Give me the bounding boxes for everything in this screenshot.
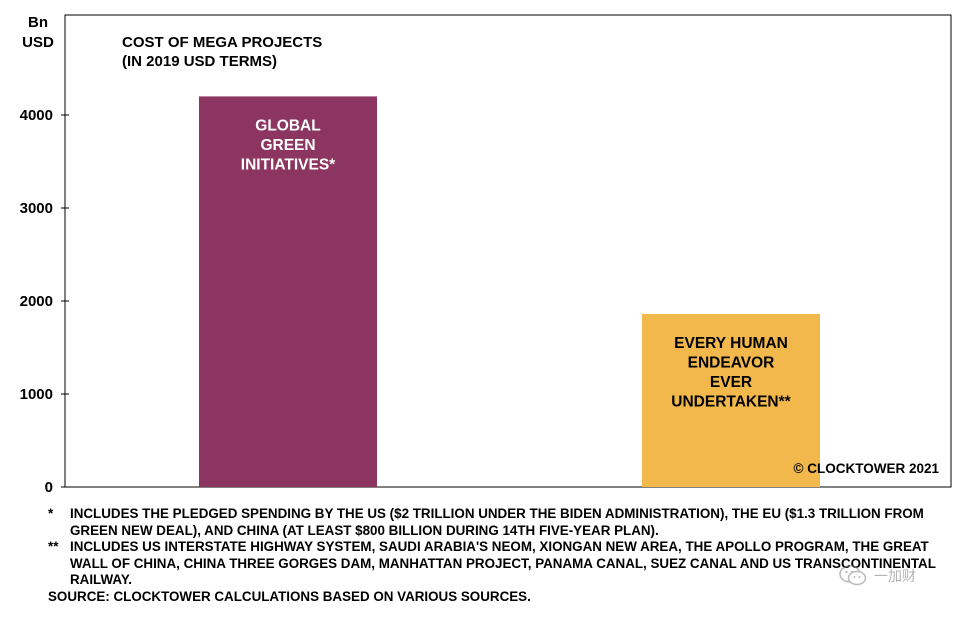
bar-label: GREEN bbox=[260, 137, 315, 154]
y-tick-label: 4000 bbox=[20, 107, 53, 124]
bar-label: EVER bbox=[710, 374, 752, 391]
bar-label: ENDEAVOR bbox=[688, 355, 775, 372]
bar-1 bbox=[199, 96, 377, 488]
chart: 0 1000 2000 3000 4000 GLOBAL GREEN INITIATIVES… bbox=[20, 14, 952, 496]
chart-title: COST OF MEGA PROJECTS bbox=[122, 34, 322, 51]
y-tick-label: 3000 bbox=[20, 200, 53, 217]
footnote-2: ** INCLUDES US INTERSTATE HIGHWAY SYSTEM… bbox=[48, 539, 953, 589]
footnote-marker: * bbox=[48, 506, 54, 521]
y-axis: 0 1000 2000 3000 4000 bbox=[20, 107, 69, 496]
watermark: 一加财 bbox=[838, 562, 948, 590]
footnote-marker: ** bbox=[48, 539, 59, 555]
bar-label: UNDERTAKEN** bbox=[671, 394, 791, 411]
y-tick-label: 1000 bbox=[20, 386, 53, 403]
copyright-label: © CLOCKTOWER 2021 bbox=[794, 461, 940, 476]
bar-2 bbox=[642, 314, 820, 487]
wechat-icon bbox=[839, 565, 867, 586]
plot-frame bbox=[64, 14, 952, 488]
y-axis-label-bn: Bn bbox=[28, 14, 48, 31]
y-axis-label-usd: USD bbox=[22, 34, 54, 51]
y-tick-label: 2000 bbox=[20, 293, 53, 310]
bar-label: INITIATIVES* bbox=[241, 156, 336, 173]
chart-subtitle: (IN 2019 USD TERMS) bbox=[122, 53, 277, 70]
bars: GLOBAL GREEN INITIATIVES* EVERY HUMAN ENDEAV… bbox=[199, 96, 820, 488]
bar-label: EVERY HUMAN bbox=[674, 335, 788, 352]
source-note: SOURCE: CLOCKTOWER CALCULATIONS BASED ON… bbox=[48, 588, 531, 604]
bar-label: GLOBAL bbox=[255, 117, 320, 134]
footnote-1: * INCLUDES THE PLEDGED SPENDING BY THE U… bbox=[48, 506, 953, 539]
y-tick-label: 0 bbox=[45, 479, 53, 496]
footnote-text: INCLUDES THE PLEDGED SPENDING BY THE US … bbox=[70, 506, 924, 538]
footnote-text: INCLUDES US INTERSTATE HIGHWAY SYSTEM, S… bbox=[70, 539, 936, 588]
footnotes: * INCLUDES THE PLEDGED SPENDING BY THE U… bbox=[48, 506, 953, 606]
watermark-text: 一加财 bbox=[874, 569, 916, 585]
